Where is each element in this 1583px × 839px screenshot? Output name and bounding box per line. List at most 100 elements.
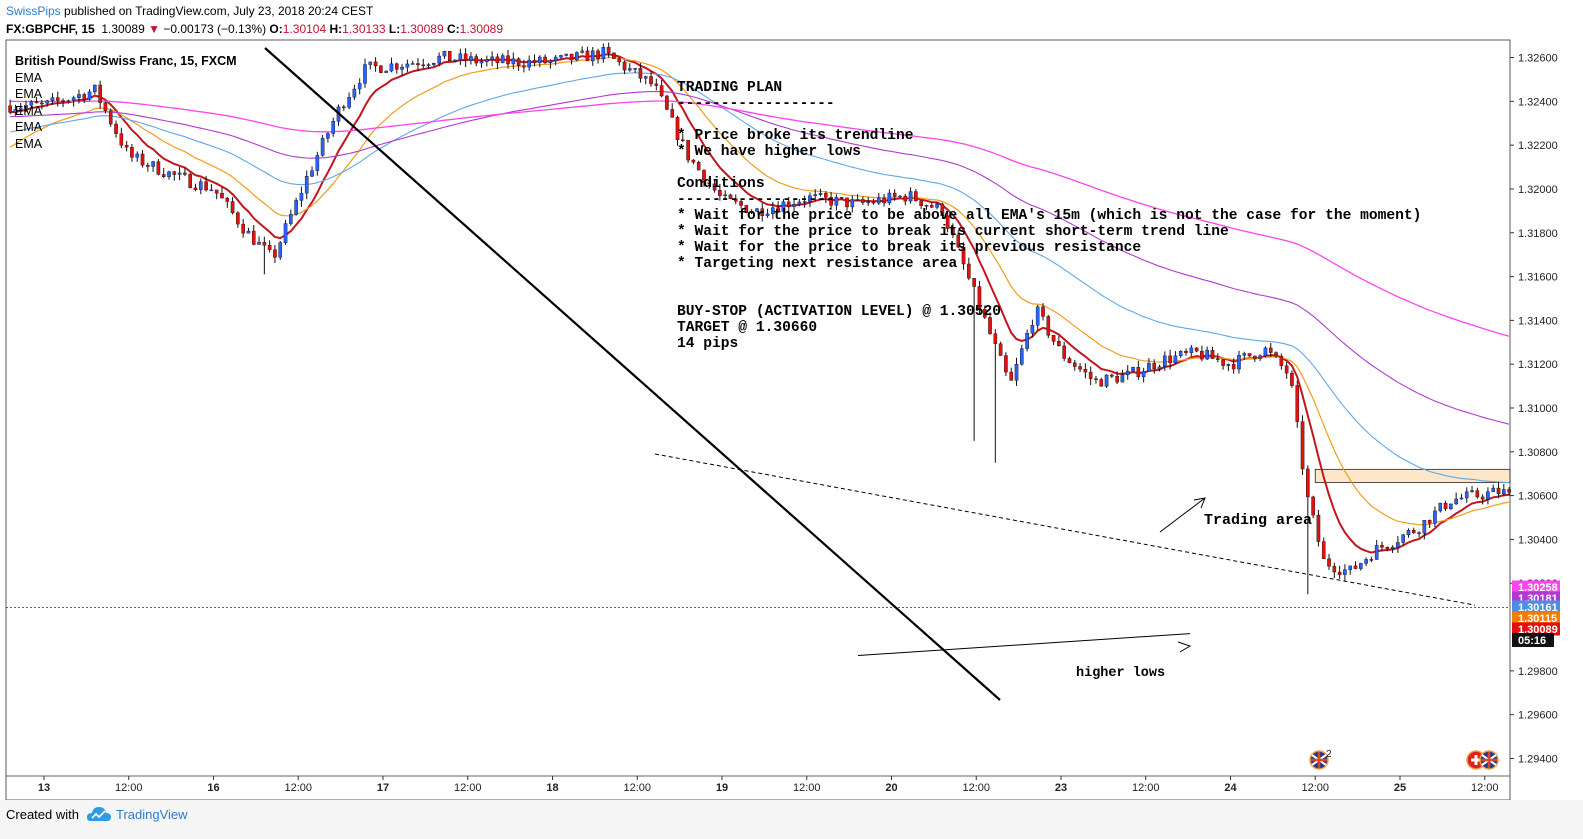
price-chart[interactable]: 1.32600 1.32400 1.32200 1.32000 1.31800 1.316…	[0, 0, 1583, 800]
candle-body	[103, 102, 108, 111]
close-value: 1.30089	[459, 22, 504, 36]
candle-body	[267, 245, 272, 250]
x-tick-label: 12:00	[1301, 782, 1329, 794]
legend-ema-1[interactable]: EMA	[15, 70, 43, 85]
y-tick-label: 1.31600	[1518, 272, 1558, 284]
ema-line-4	[10, 90, 1510, 425]
candle-body	[119, 133, 124, 146]
candle-body	[1057, 341, 1061, 347]
candle-body	[198, 181, 203, 190]
candle-body	[1258, 355, 1262, 359]
candle-body	[262, 242, 267, 246]
tradingview-cloud-icon[interactable]	[86, 804, 112, 826]
candle-body	[1014, 364, 1019, 381]
candle-body	[225, 197, 230, 202]
candle-body	[739, 201, 743, 206]
candle-body	[278, 242, 283, 258]
candle-body	[903, 195, 908, 202]
candle-body	[368, 61, 373, 65]
chart-legend: British Pound/Swiss Franc, 15, FXCM EMA …	[15, 53, 237, 153]
candle-body	[1173, 355, 1178, 364]
candle-body	[151, 161, 155, 167]
candle-body	[1480, 496, 1485, 500]
candle-body	[1422, 520, 1427, 534]
candle-body	[1242, 353, 1247, 356]
candle-body	[850, 199, 855, 208]
event-flags[interactable]: 2	[1309, 749, 1499, 770]
higher-lows-line	[857, 633, 1191, 657]
candle-body	[299, 192, 304, 201]
x-tick-label: 12:00	[454, 782, 482, 794]
candle-body	[951, 228, 955, 236]
candle-body	[500, 55, 505, 63]
candle-body	[522, 65, 526, 68]
candle-body	[1316, 514, 1321, 542]
candle-body	[675, 117, 680, 140]
candle-body	[257, 242, 261, 245]
candle-body	[432, 62, 436, 65]
candle-body	[686, 140, 690, 161]
price-label-text: 1.30161	[1518, 602, 1558, 614]
candle-body	[1491, 487, 1496, 492]
candle-body	[1247, 353, 1252, 357]
candle-body	[1009, 371, 1014, 381]
footer-bar: Created with TradingView	[0, 800, 1583, 839]
y-tick-label: 1.31800	[1518, 228, 1558, 240]
candle-body	[670, 109, 675, 118]
candle-body	[236, 212, 240, 225]
legend-ema-2[interactable]: EMA	[15, 87, 43, 102]
candle-body	[643, 76, 648, 79]
flag-badge-count: 2	[1326, 749, 1332, 760]
candle-body	[40, 102, 44, 105]
legend-ema-4[interactable]: EMA	[15, 120, 43, 135]
candle-body	[1502, 489, 1506, 495]
candle-body	[421, 64, 426, 67]
trading-area-label: Trading area	[1204, 512, 1313, 529]
candle-body	[1438, 502, 1443, 512]
candle-body	[1279, 355, 1284, 366]
legend-ema-3[interactable]: EMA	[15, 103, 43, 118]
candle-body	[1327, 558, 1331, 567]
candle-body	[797, 201, 802, 205]
candle-body	[1110, 374, 1114, 377]
candle-body	[580, 50, 584, 53]
candle-body	[384, 70, 388, 73]
flag-uk-cross	[1481, 752, 1497, 768]
publish-info: published on TradingView.com, July 23, 2…	[64, 4, 374, 18]
candle-body	[1163, 355, 1167, 367]
open-value: 1.30104	[282, 22, 327, 36]
tradingview-link[interactable]: TradingView	[116, 807, 188, 822]
x-tick-label: 23	[1055, 782, 1067, 794]
candle-body	[935, 203, 939, 208]
candle-body	[606, 46, 611, 54]
candle-body	[855, 199, 860, 201]
candle-body	[924, 205, 929, 207]
x-tick-label: 18	[546, 782, 558, 794]
candle-body	[887, 192, 892, 204]
candle-body	[744, 205, 749, 213]
candle-body	[940, 203, 945, 217]
candle-body	[956, 234, 961, 248]
candle-body	[209, 189, 214, 192]
candle-body	[1427, 520, 1432, 524]
y-tick-label: 1.30600	[1518, 491, 1558, 503]
candle-body	[898, 195, 902, 198]
trading-area-arrow	[1159, 497, 1206, 533]
candle-body	[172, 171, 177, 175]
candle-body	[130, 147, 134, 158]
candle-body	[1041, 306, 1045, 317]
chart-axes: 1.32600 1.32400 1.32200 1.32000 1.31800 1.316…	[5, 39, 1558, 800]
countdown-text: 05:16	[1518, 635, 1546, 647]
ohlc-line: FX:GBPCHF, 15 1.30089 ▼ −0.00173 (−0.13%…	[6, 22, 503, 36]
candle-body	[1051, 335, 1056, 342]
candle-body	[892, 192, 897, 197]
legend-ema-5[interactable]: EMA	[15, 136, 43, 151]
candle-body	[29, 101, 34, 106]
candle-body	[447, 51, 452, 61]
author-link[interactable]: SwissPips	[6, 4, 61, 18]
candle-body	[82, 94, 87, 100]
candle-body	[1072, 362, 1077, 367]
price-label-text: 1.30115	[1518, 613, 1557, 625]
candle-body	[1168, 355, 1172, 364]
